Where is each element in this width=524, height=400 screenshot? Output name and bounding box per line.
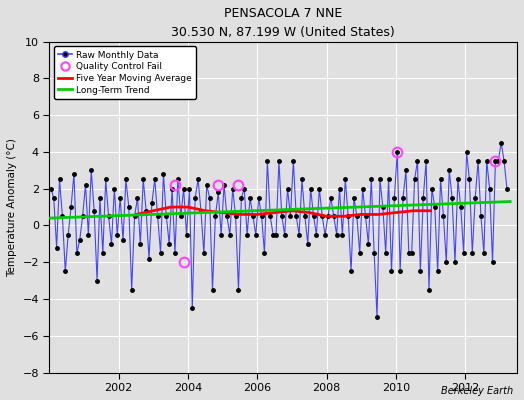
Legend: Raw Monthly Data, Quality Control Fail, Five Year Moving Average, Long-Term Tren: Raw Monthly Data, Quality Control Fail, … xyxy=(54,46,196,99)
Text: Berkeley Earth: Berkeley Earth xyxy=(441,386,514,396)
Y-axis label: Temperature Anomaly (°C): Temperature Anomaly (°C) xyxy=(7,138,17,276)
Title: PENSACOLA 7 NNE
30.530 N, 87.199 W (United States): PENSACOLA 7 NNE 30.530 N, 87.199 W (Unit… xyxy=(171,7,395,39)
